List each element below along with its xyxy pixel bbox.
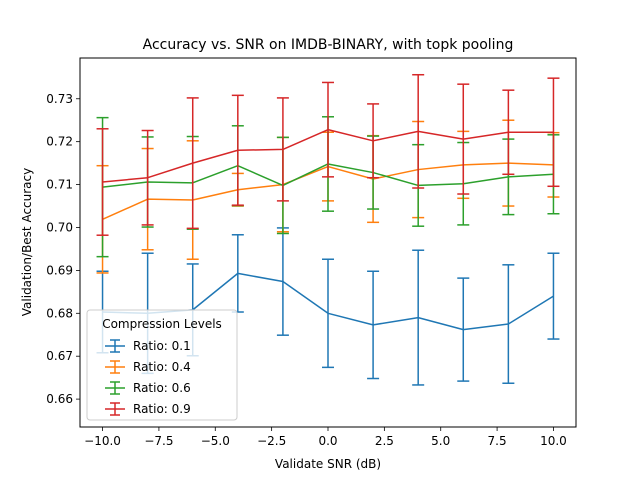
legend-label: Ratio: 0.9 <box>133 402 191 416</box>
y-tick-label: 0.72 <box>46 135 73 149</box>
x-tick-label: 7.5 <box>488 434 507 448</box>
legend-entry-2: Ratio: 0.4 <box>105 360 191 374</box>
y-tick-label: 0.66 <box>46 392 73 406</box>
legend-title: Compression Levels <box>102 317 222 331</box>
axes: −10.0 −7.5 −5.0 −2.5 0.0 2.5 5.0 7.5 10.0 0.66 0.6… <box>46 92 567 448</box>
y-tick-label: 0.71 <box>46 178 73 192</box>
x-tick-label: −10.0 <box>84 434 121 448</box>
legend-label: Ratio: 0.4 <box>133 360 191 374</box>
legend-label: Ratio: 0.6 <box>133 381 191 395</box>
legend-entry-3: Ratio: 0.6 <box>105 381 191 395</box>
y-tick-label: 0.67 <box>46 349 73 363</box>
x-axis-label: Validate SNR (dB) <box>275 457 381 471</box>
x-tick-label: 2.5 <box>375 434 394 448</box>
chart-title: Accuracy vs. SNR on IMDB-BINARY, with to… <box>143 37 514 53</box>
x-tick-label: 10.0 <box>540 434 567 448</box>
x-tick-label: −7.5 <box>144 434 173 448</box>
y-tick-label: 0.69 <box>46 263 73 277</box>
y-axis-label: Validation/Best Accuracy <box>20 168 34 316</box>
x-tick-label: −5.0 <box>201 434 230 448</box>
series-4 <box>96 73 560 236</box>
legend-entry-1: Ratio: 0.1 <box>105 339 191 353</box>
y-tick-label: 0.73 <box>46 92 73 106</box>
legend-label: Ratio: 0.1 <box>133 339 191 353</box>
legend-box <box>86 309 238 421</box>
legend: Compression Levels Ratio: 0.1 Ratio: 0.4 Ra… <box>86 309 238 421</box>
x-tick-label: 5.0 <box>431 434 450 448</box>
plot-area <box>96 73 560 386</box>
legend-entry-4: Ratio: 0.9 <box>105 402 191 416</box>
y-tick-label: 0.68 <box>46 306 73 320</box>
x-tick-label: 0.0 <box>318 434 337 448</box>
y-tick-label: 0.70 <box>46 220 73 234</box>
x-tick-label: −2.5 <box>257 434 286 448</box>
